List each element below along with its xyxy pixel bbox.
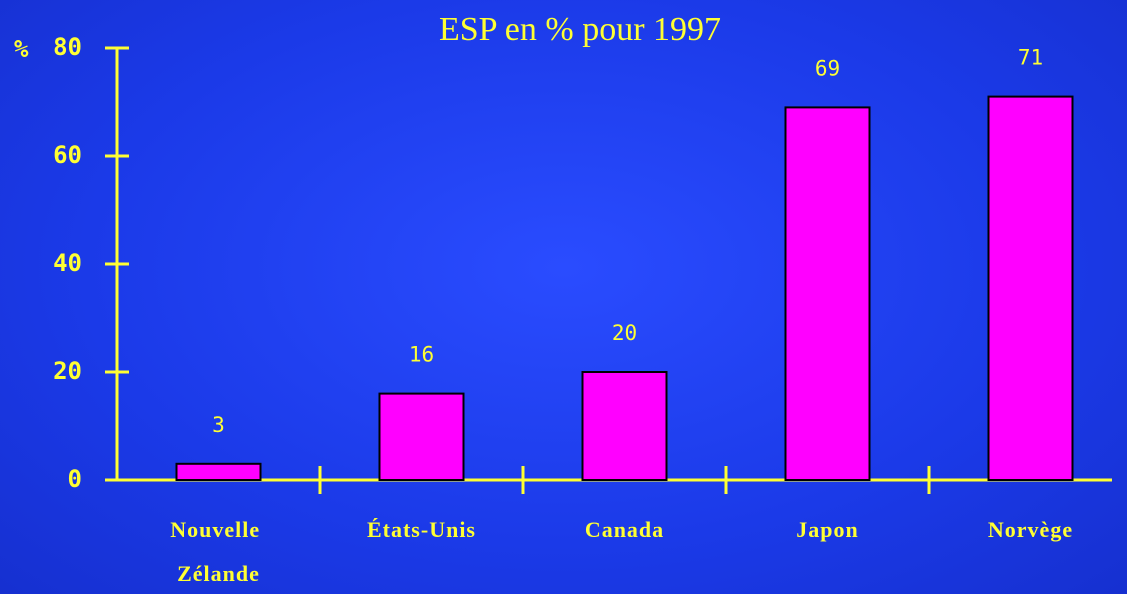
y-tick-label: 80 [53,33,82,61]
bar [987,95,1074,481]
value-label: 20 [612,321,637,345]
x-tick-label: Nouvelle Zélande [170,517,266,586]
value-label: 69 [815,56,840,80]
bar [581,371,668,481]
y-tick-label: 0 [68,465,82,493]
y-tick-label: 60 [53,141,82,169]
chart-title: ESP en % pour 1997 [439,11,721,48]
y-axis-label: % [14,35,29,63]
y-tick-label: 20 [53,357,82,385]
x-tick-label: États-Unis [367,517,476,542]
value-label: 71 [1018,46,1043,70]
value-label: 16 [409,343,434,367]
bar [175,462,262,481]
bar [378,392,465,482]
x-tick-label: Japon [796,517,858,542]
x-tick-label: Canada [585,517,664,542]
y-tick-label: 40 [53,249,82,277]
value-label: 3 [212,413,225,437]
x-tick-label: Norvège [988,517,1073,542]
bar [784,106,871,482]
